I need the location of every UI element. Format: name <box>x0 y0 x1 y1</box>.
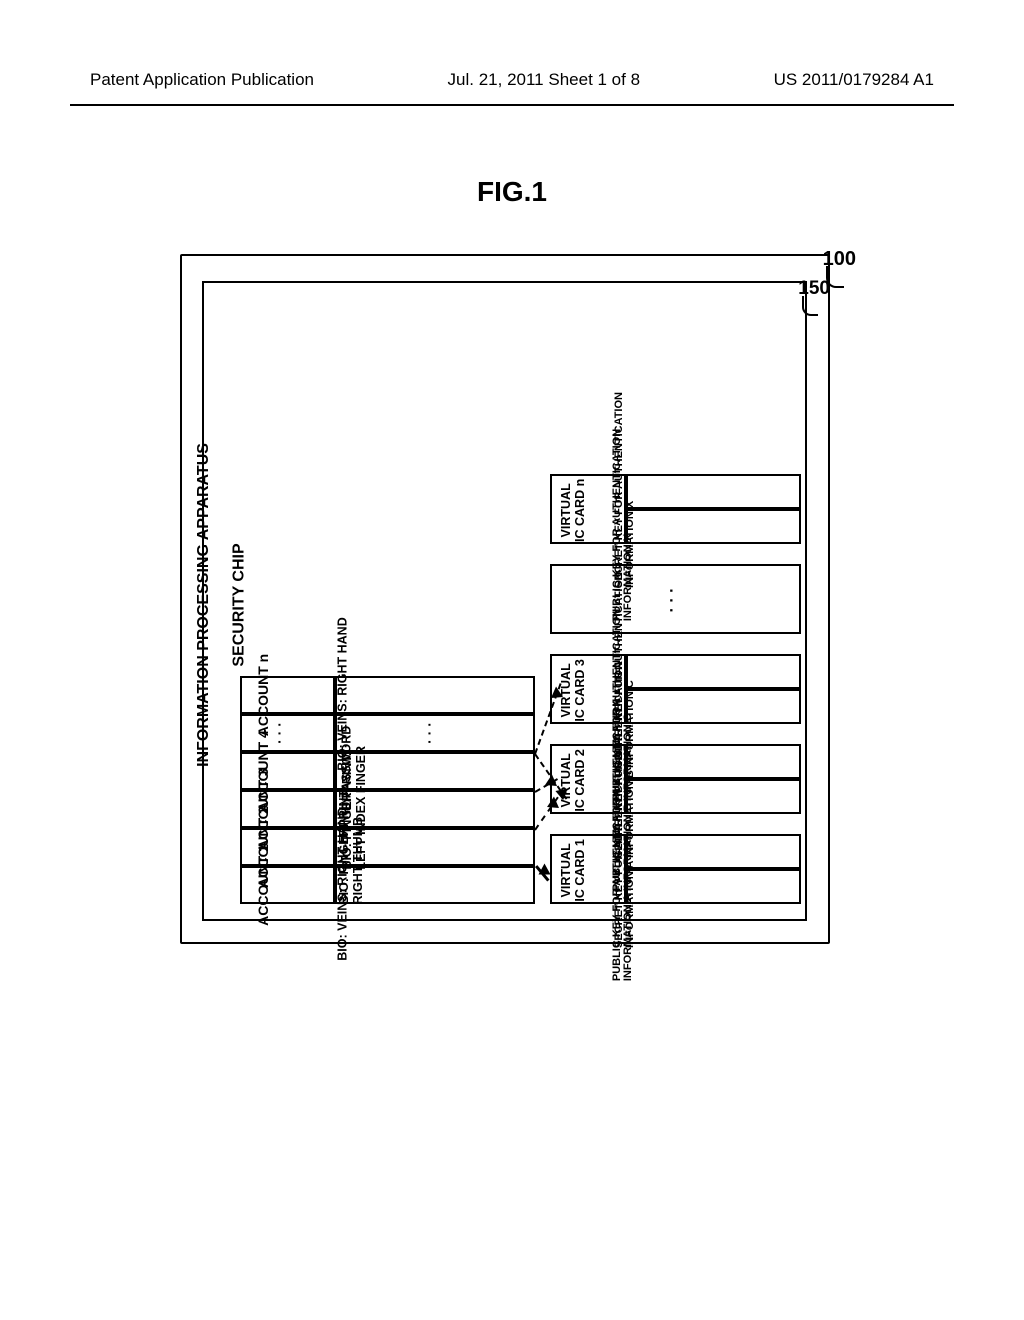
account-auth-cell <box>335 752 535 790</box>
outer-title: INFORMATION PROCESSING APPARATUS <box>195 443 213 767</box>
header-rule <box>70 104 954 106</box>
card-pk-cell <box>626 779 801 814</box>
figure-box: 100 150 INFORMATION PROCESSING APPARATUS… <box>170 226 854 966</box>
account-auth-cell <box>335 676 535 714</box>
card-label: VIRTUAL IC CARD 3 <box>559 659 588 722</box>
card-sk-cell <box>626 654 801 689</box>
card-sk: SECRET KEY FOR AUTHENTICATION INFORMATIO… <box>614 392 636 588</box>
header-right: US 2011/0179284 A1 <box>774 70 934 90</box>
card-pk-cell <box>626 869 801 904</box>
card-pk-cell <box>626 689 801 724</box>
header-left: Patent Application Publication <box>90 70 314 90</box>
figure-label: FIG.1 <box>477 176 547 208</box>
card-sk-cell <box>626 834 801 869</box>
arrowhead-icon <box>539 864 551 875</box>
header-center: Jul. 21, 2011 Sheet 1 of 8 <box>448 70 641 90</box>
account-auth: · · · <box>421 722 437 744</box>
card-label: VIRTUAL IC CARD 1 <box>559 839 588 902</box>
figure-area: FIG.1 100 150 INFORMATION PROCESSING APP… <box>150 166 874 1216</box>
card-sk-cell <box>626 474 801 509</box>
account-auth: BIO: VEINS: RIGHT HAND <box>336 617 350 770</box>
inner-title: SECURITY CHIP <box>231 543 249 666</box>
card-label: VIRTUAL IC CARD 2 <box>559 749 588 812</box>
arrowhead-icon <box>550 686 563 698</box>
account-name: · · · <box>271 722 287 744</box>
card-sk-cell <box>626 744 801 779</box>
card-ellipsis: · · · <box>663 588 681 613</box>
card-label: VIRTUAL IC CARD n <box>559 479 588 542</box>
page-header: Patent Application Publication Jul. 21, … <box>0 0 1024 100</box>
card-pk-cell <box>626 509 801 544</box>
account-name: ACCOUNT n <box>255 654 271 736</box>
arrowhead-icon <box>547 796 560 808</box>
